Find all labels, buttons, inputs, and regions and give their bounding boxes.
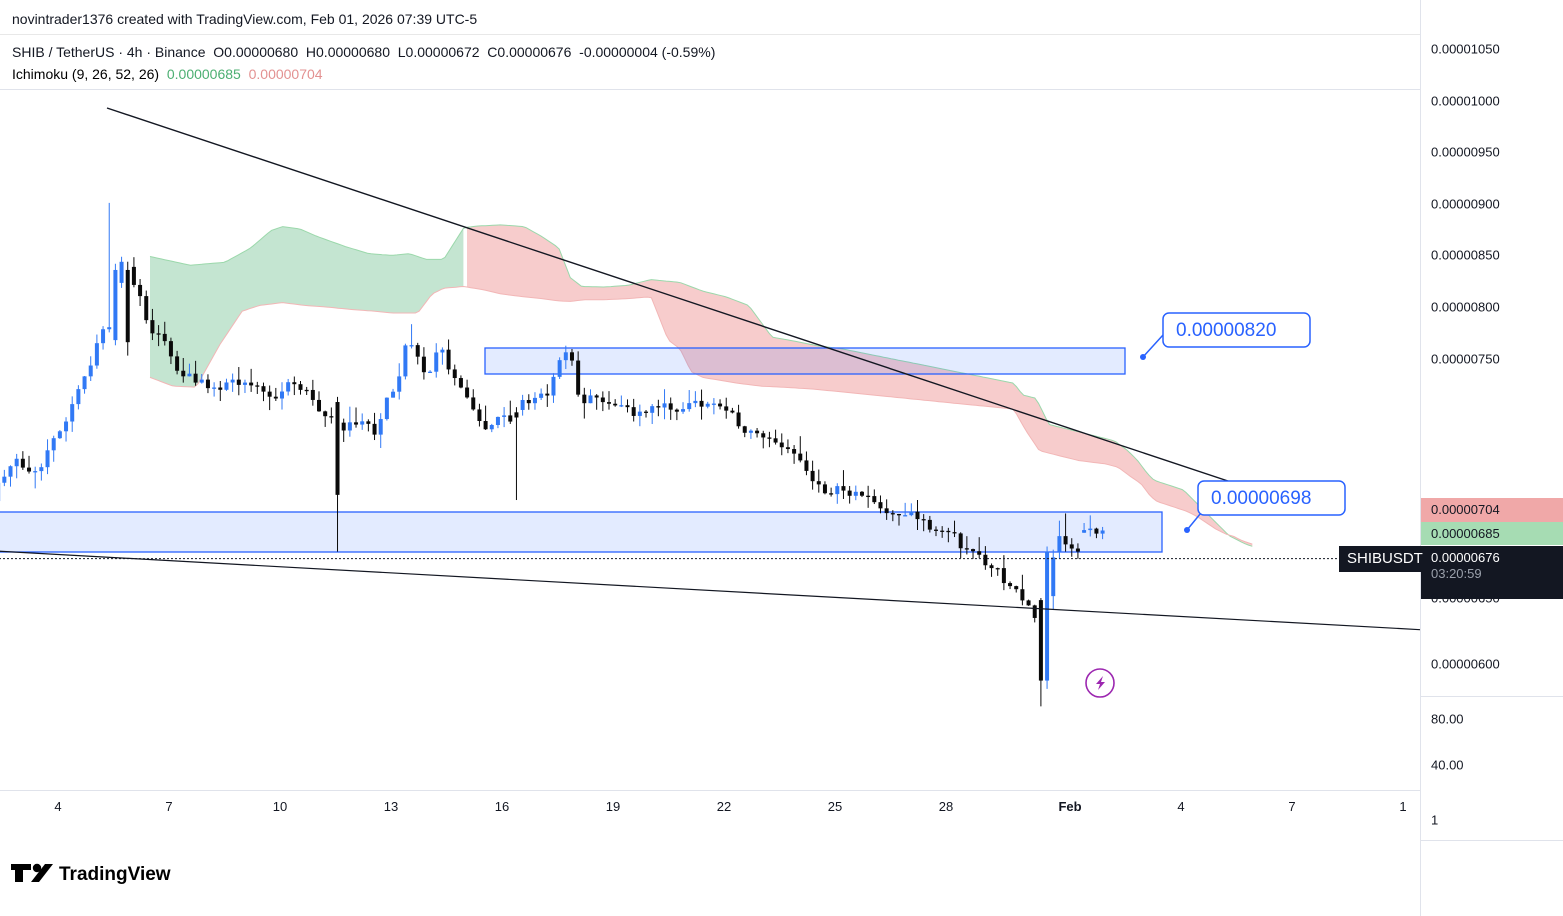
svg-text:0.00000820: 0.00000820 (1176, 320, 1276, 341)
svg-text:0.00000698: 0.00000698 (1211, 488, 1311, 509)
svg-text:TradingView: TradingView (59, 864, 171, 885)
